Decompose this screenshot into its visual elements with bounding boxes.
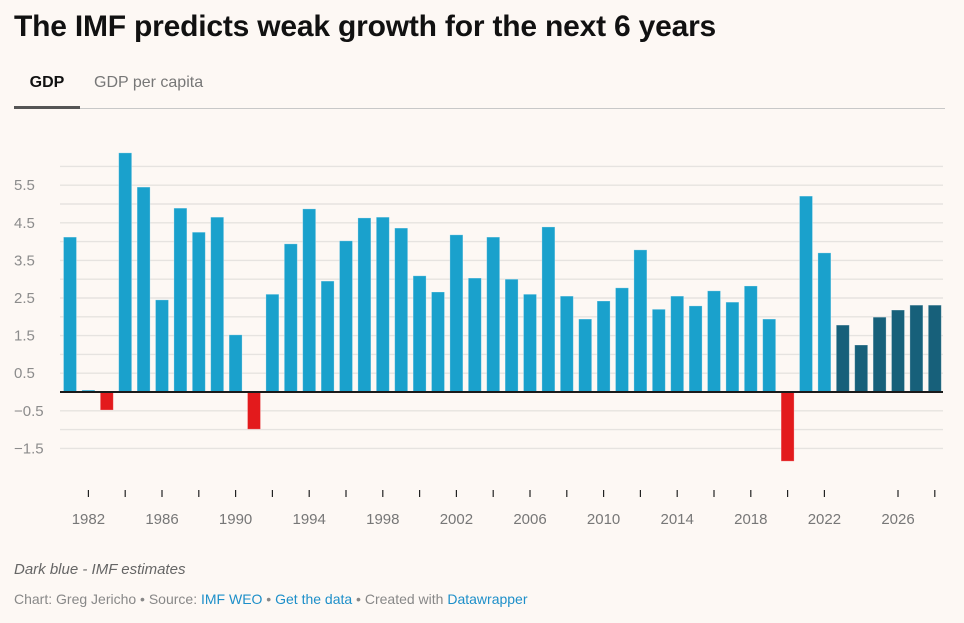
- bar-2002: [449, 234, 464, 393]
- bar-2018: [743, 285, 758, 393]
- x-axis-ticks: [87, 490, 936, 497]
- y-tick-label: 4.5: [14, 215, 35, 232]
- bar-2009: [578, 318, 593, 393]
- bar-1984: [118, 152, 133, 393]
- bar-1988: [191, 231, 206, 393]
- bar-2026: [891, 309, 905, 393]
- bar-1996: [339, 240, 353, 393]
- bar-2016: [707, 290, 721, 393]
- bar-1991: [247, 391, 261, 430]
- bar-2003: [467, 277, 482, 393]
- y-tick-label: 3.5: [14, 252, 35, 269]
- bar-1997: [357, 217, 372, 393]
- bar-2027: [909, 304, 924, 393]
- separator: •: [262, 591, 276, 607]
- x-tick-label: 1986: [145, 511, 178, 528]
- tab-bar: GDP GDP per capita: [14, 70, 945, 109]
- bar-2006: [523, 293, 537, 393]
- bar-2019: [762, 318, 777, 393]
- bar-2007: [541, 226, 556, 393]
- credit-text: Chart: Greg Jericho • Source:: [14, 591, 201, 607]
- y-tick-label: −1.5: [14, 440, 44, 457]
- bar-2014: [670, 295, 685, 393]
- bar-2017: [725, 301, 740, 393]
- y-tick-label: 2.5: [14, 290, 35, 307]
- bar-1994: [302, 208, 317, 393]
- bar-1990: [228, 334, 243, 393]
- bar-2021: [799, 195, 813, 393]
- y-tick-label: 1.5: [14, 328, 35, 345]
- datawrapper-link[interactable]: Datawrapper: [447, 591, 528, 607]
- tab-gdp[interactable]: GDP: [14, 74, 80, 109]
- y-tick-label: 0.5: [14, 365, 35, 382]
- byline: Chart: Greg Jericho • Source: IMF WEO • …: [14, 591, 528, 607]
- bar-2028: [927, 304, 942, 393]
- bar-2013: [651, 308, 666, 393]
- bar-2023: [835, 324, 850, 393]
- bar-2004: [486, 236, 501, 393]
- x-tick-label: 1994: [293, 511, 326, 528]
- x-tick-label: 1990: [219, 511, 252, 528]
- get-data-link[interactable]: Get the data: [275, 591, 353, 607]
- bar-2010: [596, 300, 611, 393]
- x-tick-label: 1982: [72, 511, 105, 528]
- bar-1987: [173, 207, 188, 393]
- created-with-text: • Created with: [352, 591, 448, 607]
- bar-2005: [504, 278, 519, 393]
- source-link[interactable]: IMF WEO: [200, 591, 263, 607]
- x-tick-label: 2006: [513, 511, 546, 528]
- bar-1986: [155, 299, 169, 393]
- bar-1995: [320, 280, 335, 393]
- bar-2012: [633, 249, 648, 393]
- chart-title: The IMF predicts weak growth for the nex…: [14, 10, 717, 43]
- x-tick-label: 2002: [440, 511, 473, 528]
- bar-chart: 5.54.53.52.51.50.5−0.5−1.5 1982 1986 1990 1…: [14, 152, 943, 528]
- bar-1989: [210, 216, 225, 393]
- x-tick-label: 2010: [587, 511, 620, 528]
- y-axis-labels: 5.5 4.5 3.5 2.5 1.5 0.5 −0.5 −1.5: [14, 177, 44, 457]
- x-tick-label: 2014: [661, 511, 694, 528]
- tab-gdp-per-capita[interactable]: GDP per capita: [94, 74, 204, 91]
- bar-2025: [872, 316, 887, 393]
- bar-2001: [431, 291, 445, 393]
- y-tick-label: 5.5: [14, 177, 35, 194]
- x-tick-label: 2018: [734, 511, 767, 528]
- bar-2000: [412, 275, 427, 393]
- x-tick-label: 1998: [366, 511, 399, 528]
- bar-1985: [136, 186, 151, 393]
- bar-2008: [559, 295, 574, 393]
- bar-2020: [780, 391, 795, 462]
- bar-1998: [375, 216, 390, 393]
- bar-1981: [63, 236, 77, 393]
- bar-1993: [283, 243, 298, 393]
- bar-1999: [394, 227, 409, 393]
- bar-1992: [265, 293, 280, 393]
- x-axis-labels: 1982 1986 1990 1994 1998 2002 2006 2010 2014 2018…: [72, 511, 915, 528]
- bar-2015: [688, 305, 703, 393]
- x-tick-label: 2026: [881, 511, 914, 528]
- bar-2022: [817, 252, 832, 393]
- bar-2024: [854, 344, 869, 393]
- bar-1983: [99, 391, 114, 411]
- estimates-note: Dark blue - IMF estimates: [14, 561, 186, 578]
- gridlines: [60, 165, 943, 450]
- bar-2011: [615, 287, 629, 393]
- bars: [63, 152, 942, 462]
- y-tick-label: −0.5: [14, 403, 44, 420]
- x-tick-label: 2022: [808, 511, 841, 528]
